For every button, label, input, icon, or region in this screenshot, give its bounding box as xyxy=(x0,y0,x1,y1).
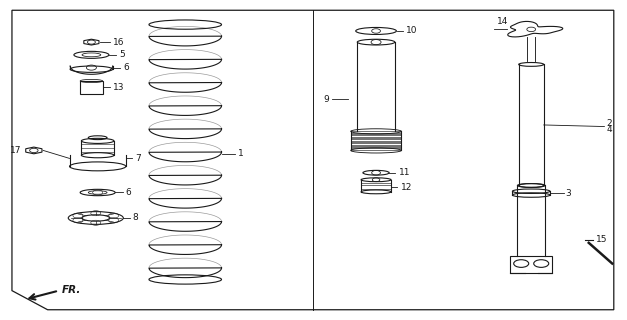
Text: 11: 11 xyxy=(399,168,410,177)
Text: 7: 7 xyxy=(135,154,141,163)
Text: 6: 6 xyxy=(124,63,129,72)
Text: 10: 10 xyxy=(406,27,418,36)
Text: 17: 17 xyxy=(10,146,21,155)
Text: 14: 14 xyxy=(497,17,508,26)
Text: 12: 12 xyxy=(401,183,412,192)
Text: 15: 15 xyxy=(596,235,608,244)
Text: 4: 4 xyxy=(606,125,612,134)
Text: 6: 6 xyxy=(126,188,132,197)
Text: 3: 3 xyxy=(566,188,571,198)
Text: 2: 2 xyxy=(606,119,612,128)
Bar xyxy=(80,81,103,94)
Text: 13: 13 xyxy=(113,83,125,92)
Text: 1: 1 xyxy=(238,149,244,158)
Text: 16: 16 xyxy=(113,38,124,47)
Text: 8: 8 xyxy=(133,213,139,222)
Text: 9: 9 xyxy=(324,95,329,104)
Text: FR.: FR. xyxy=(62,285,82,295)
Text: 5: 5 xyxy=(120,50,125,59)
Bar xyxy=(510,256,552,273)
